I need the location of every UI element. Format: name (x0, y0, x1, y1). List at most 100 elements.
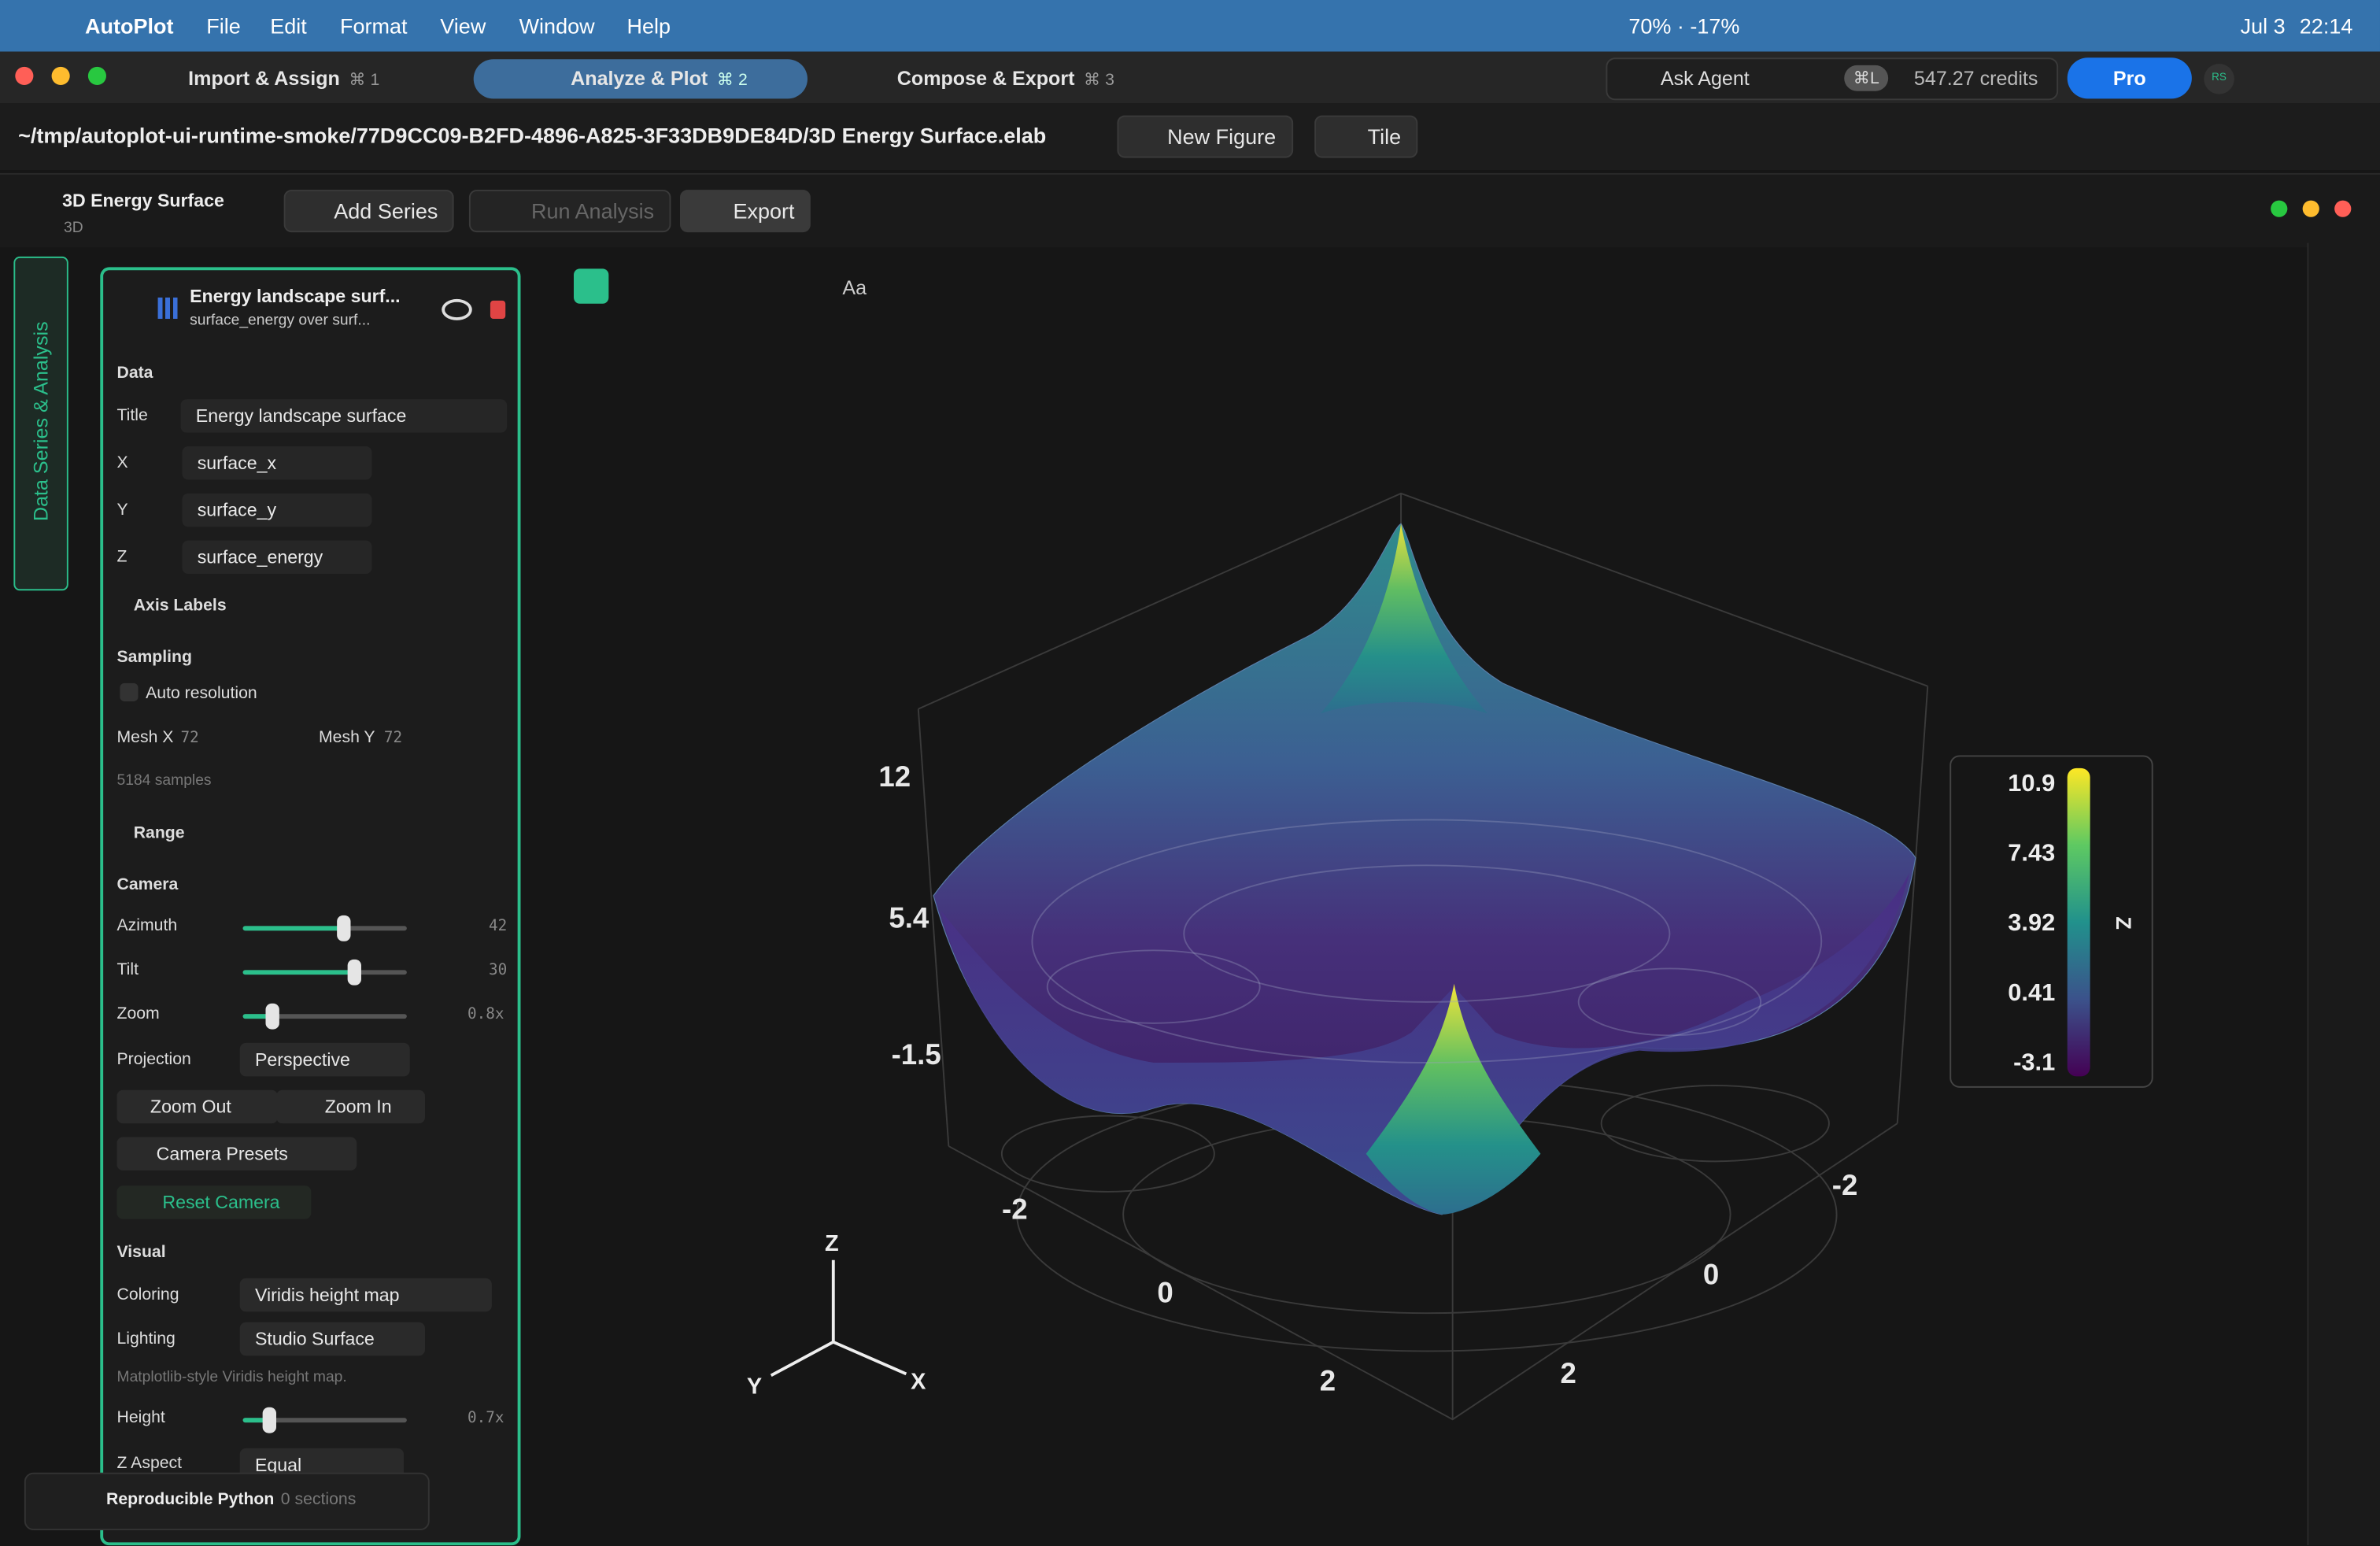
z-tick-label: 12 (878, 760, 911, 793)
menu[interactable]: Edit (270, 13, 307, 39)
new-figure-button[interactable]: New Figure (1117, 115, 1293, 158)
menu[interactable]: File (206, 13, 241, 39)
slider-track[interactable] (242, 1418, 407, 1423)
document-bar: ~/tmp/autoplot-ui-runtime-smoke/77D9CC09… (0, 103, 2380, 170)
checkbox[interactable] (120, 682, 139, 701)
y-tick-label: 2 (1320, 1365, 1336, 1397)
tab-bar: Import & Assign ⌘ 1 Analyze & Plot ⌘ 2 Com… (0, 51, 2380, 104)
colorbar-tick-label: -3.1 (2013, 1049, 2055, 1076)
python-panel[interactable]: Reproducible Python 0 sections (24, 1472, 430, 1530)
close-button[interactable] (15, 66, 34, 85)
mesh-x[interactable]: 72 (180, 730, 199, 747)
visibility-button[interactable] (442, 298, 472, 320)
agent-bar[interactable]: Ask Agent ⌘L 547.27 credits (1606, 57, 2059, 101)
tab-shortcut: ⌘ 3 (1084, 71, 1114, 90)
sidebar-tab-label: Data Series & Analysis (29, 321, 53, 522)
menu[interactable]: Format (339, 13, 408, 39)
menu[interactable]: Window (519, 13, 595, 39)
tab[interactable]: Compose & Export ⌘ 3 (819, 59, 1153, 98)
select-tool[interactable] (573, 268, 609, 304)
tile-button[interactable]: Tile (1314, 115, 1418, 158)
avatar[interactable]: RS (2204, 63, 2234, 94)
z-select[interactable]: surface_energy (182, 540, 372, 574)
battery-status[interactable]: 70% · -17% (1628, 13, 1740, 39)
surface-front-peak (1366, 983, 1541, 1215)
checkbox-label: Auto resolution (146, 684, 257, 703)
field-label: Lighting (116, 1330, 176, 1348)
section-heading: Visual (116, 1243, 166, 1262)
window-dot[interactable] (2271, 200, 2288, 217)
export-button[interactable]: Export (679, 190, 811, 233)
field-label: Tilt (116, 960, 139, 979)
projection-select[interactable]: Perspective (239, 1042, 410, 1077)
z-tick-label: -1.5 (892, 1038, 941, 1071)
field-label: X (116, 453, 128, 472)
field-label: Y (116, 501, 128, 520)
slider-thumb[interactable] (337, 915, 351, 941)
add-series-button[interactable]: Add Series (283, 190, 455, 233)
pro-button[interactable]: Pro (2067, 57, 2192, 99)
field-label: Z Aspect (116, 1454, 183, 1473)
field-label: Projection (116, 1050, 191, 1069)
colorbar-label: Z (2112, 916, 2135, 929)
minimize-button[interactable] (51, 66, 70, 85)
height-value: 0.7x (467, 1410, 504, 1427)
zoom-out-button[interactable]: Zoom Out (116, 1089, 278, 1124)
ask-agent[interactable]: Ask Agent (1660, 66, 1750, 90)
window-dot[interactable] (2334, 200, 2352, 217)
collapsible-section[interactable]: Range (133, 824, 185, 843)
menu[interactable]: Help (626, 13, 671, 39)
figure-bar: 3D Energy Surface 3D Add Series Run Anal… (0, 172, 2380, 248)
lighting-select[interactable]: Studio Surface (239, 1322, 425, 1356)
text-tool[interactable]: Aa (842, 276, 867, 299)
field-label: Height (116, 1408, 165, 1427)
colorbar-tick-label: 0.41 (2008, 978, 2055, 1006)
tab-label: Import & Assign (188, 66, 340, 90)
figure-title[interactable]: 3D Energy Surface (62, 190, 224, 212)
reset-camera[interactable]: Reset Camera (116, 1185, 312, 1219)
credits: 547.27 credits (1913, 66, 2038, 90)
tab[interactable]: Analyze & Plot ⌘ 2 (473, 59, 808, 99)
field-label: Mesh X (116, 728, 174, 747)
title-input[interactable]: Energy landscape surface (180, 399, 508, 433)
python-title: Reproducible Python (105, 1490, 275, 1509)
time[interactable]: 22:14 (2299, 13, 2353, 39)
x-select[interactable]: surface_x (182, 446, 372, 480)
azimuth-value: 42 (488, 918, 508, 935)
sidebar-tab[interactable]: Data Series & Analysis (13, 256, 68, 591)
collapsible-section[interactable]: Axis Labels (133, 596, 227, 616)
date[interactable]: Jul 3 (2240, 13, 2286, 39)
document-path: ~/tmp/autoplot-ui-runtime-smoke/77D9CC09… (18, 123, 1047, 148)
colorbar-panel (1949, 755, 2153, 1088)
slider-track[interactable] (242, 1014, 407, 1019)
slider-thumb[interactable] (347, 959, 361, 986)
camera-presets[interactable]: Camera Presets (116, 1137, 357, 1171)
colorbar-tick-label: 7.43 (2008, 838, 2055, 866)
y-select[interactable]: surface_y (182, 493, 372, 527)
section-heading: Camera (116, 875, 179, 894)
menu[interactable]: View (440, 13, 486, 39)
slider-thumb[interactable] (265, 1003, 279, 1030)
python-sections: 0 sections (280, 1490, 357, 1509)
axis-ticks: 12 5.4 -1.5 -2 0 2 -2 0 2 (878, 760, 1857, 1397)
slider-thumb[interactable] (262, 1407, 276, 1433)
series-name[interactable]: Energy landscape surf... (190, 285, 401, 307)
zoom-in-button[interactable]: Zoom In (275, 1089, 425, 1124)
tilt-value: 30 (488, 962, 508, 979)
field-label: Title (116, 406, 148, 425)
tab[interactable]: Import & Assign ⌘ 1 (134, 59, 456, 98)
delete-button[interactable] (490, 300, 506, 319)
y-tick-label: -2 (1002, 1193, 1028, 1226)
series-subtitle: surface_energy over surf... (190, 313, 371, 330)
zoom-button[interactable] (87, 66, 106, 85)
tab-shortcut: ⌘ 2 (716, 71, 748, 90)
mesh-y[interactable]: 72 (383, 730, 403, 747)
x-tick-label: 2 (1561, 1357, 1576, 1389)
window-dot[interactable] (2302, 200, 2319, 217)
run-analysis-button[interactable]: Run Analysis (468, 190, 671, 233)
tab-label: Compose & Export (896, 66, 1075, 90)
coloring-select[interactable]: Viridis height map (239, 1278, 492, 1312)
app-name[interactable]: AutoPlot (84, 13, 174, 39)
y-tick-label: 0 (1157, 1277, 1173, 1309)
